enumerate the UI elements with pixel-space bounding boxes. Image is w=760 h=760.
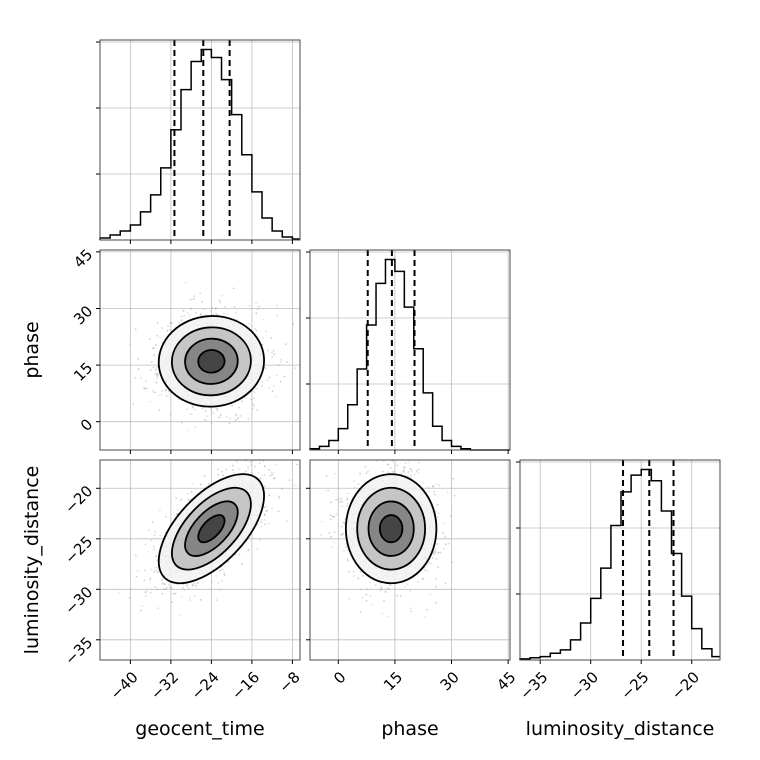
contour-line: [197, 514, 226, 544]
density-fill: [379, 515, 403, 543]
hist-panel-luminosity_distance: [516, 459, 721, 664]
x-axis-label-phase: phase: [381, 718, 438, 740]
y-axis-label-phase: phase: [21, 321, 43, 378]
y-tick-label-phase: 15: [70, 359, 96, 385]
x-tick-label-luminosity_distance: −20: [668, 668, 703, 703]
x-axis-label-luminosity-distance: luminosity_distance: [526, 718, 715, 740]
frame: [99, 39, 301, 241]
frame: [309, 459, 511, 661]
histogram-phase: [309, 258, 510, 451]
panels: −40 −32 −24 −16 −8 0 15 30 45−35 −30 −25 −200153045…: [61, 39, 721, 703]
joint-panel-geocent_time-luminosity_distance: [96, 459, 301, 664]
x-tick-label-luminosity_distance: −25: [617, 668, 652, 703]
contour-line: [197, 349, 226, 374]
y-tick-label-phase: 30: [70, 302, 96, 328]
contour-line: [344, 473, 438, 585]
y-tick-label-luminosity_distance: −30: [61, 583, 96, 618]
density-fill: [198, 515, 225, 543]
contour-line: [356, 486, 426, 571]
density-fill: [198, 349, 225, 373]
joint-panel-phase-luminosity_distance: [306, 459, 511, 664]
y-tick-label-luminosity_distance: −35: [61, 633, 96, 668]
contour-line: [170, 326, 252, 397]
frame: [519, 459, 721, 661]
x-tick-label-luminosity_distance: −30: [567, 668, 602, 703]
histogram-geocent_time: [99, 48, 300, 240]
histogram-luminosity_distance: [519, 468, 720, 660]
frame: [99, 249, 301, 451]
contour-line: [367, 500, 415, 557]
y-tick-label-phase: 0: [77, 415, 96, 434]
contour-line: [157, 473, 265, 585]
y-axis-label-luminosity-distance: luminosity_distance: [21, 466, 43, 655]
contour-line: [184, 337, 239, 385]
contour-line: [157, 315, 265, 408]
x-tick-label-geocent_time: −40: [107, 668, 142, 703]
frame: [99, 459, 301, 661]
y-tick-label-luminosity_distance: −20: [61, 482, 96, 517]
x-axis-label-geocent-time: geocent_time: [135, 718, 264, 740]
contour-line: [378, 514, 404, 544]
x-tick-label-geocent_time: −8: [275, 668, 303, 696]
x-tick-label-phase: 30: [437, 668, 463, 694]
joint-panel-geocent_time-phase: [96, 249, 301, 454]
y-tick-label-luminosity_distance: −25: [61, 532, 96, 567]
hist-panel-phase: [306, 249, 511, 454]
x-tick-label-geocent_time: −24: [188, 668, 223, 703]
x-tick-label-phase: 15: [380, 668, 406, 694]
x-tick-label-luminosity_distance: −35: [516, 668, 551, 703]
hist-panel-geocent_time: [96, 39, 301, 244]
x-tick-label-phase: 0: [330, 668, 349, 687]
x-tick-label-geocent_time: −32: [147, 668, 182, 703]
y-tick-label-phase: 45: [70, 246, 96, 272]
x-tick-label-geocent_time: −16: [228, 668, 263, 703]
contour-line: [170, 486, 252, 571]
contour-line: [184, 500, 239, 557]
frame: [309, 249, 511, 451]
